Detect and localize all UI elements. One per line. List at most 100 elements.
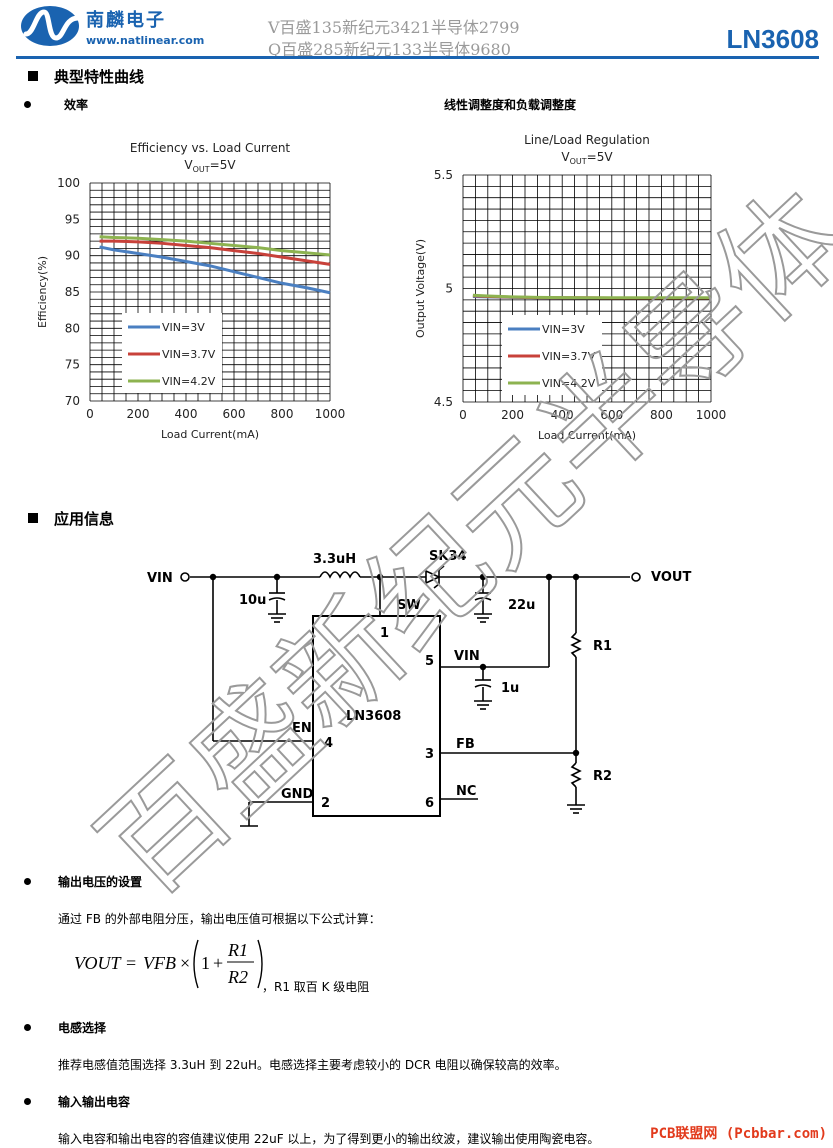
sub-efficiency: 效率 bbox=[64, 98, 89, 112]
bullet-icon bbox=[24, 101, 31, 108]
vout-paragraph: 通过 FB 的外部电阻分压，输出电压值可根据以下公式计算： bbox=[58, 912, 381, 926]
y-tick-label: 4.5 bbox=[434, 395, 453, 409]
x-tick-label: 0 bbox=[86, 407, 94, 421]
y-axis-label: Efficiency(%) bbox=[36, 256, 49, 328]
bullet-icon bbox=[24, 1098, 31, 1105]
label-r1: R1 bbox=[593, 639, 612, 654]
y-tick-label: 85 bbox=[65, 285, 80, 299]
svg-text:+: + bbox=[213, 953, 223, 973]
label-vout: VOUT bbox=[651, 570, 691, 585]
footer-badge[interactable]: PCB联盟网 (Pcbbar.com) bbox=[650, 1126, 827, 1142]
x-tick-label: 600 bbox=[223, 407, 246, 421]
y-tick-label: 80 bbox=[65, 321, 80, 335]
pin-6: 6 bbox=[425, 796, 434, 811]
legend-label: VIN=3.7V bbox=[162, 348, 216, 361]
label-ic: LN3608 bbox=[346, 709, 401, 724]
pin-vin: VIN bbox=[454, 649, 480, 664]
chart-legend: VIN=3V VIN=3.7V VIN=4.2V bbox=[122, 313, 222, 393]
pin-1: 1 bbox=[380, 626, 389, 641]
svg-text:VFB: VFB bbox=[143, 953, 176, 973]
chart-title: Line/Load Regulation bbox=[524, 133, 650, 147]
legend-label: VIN=3.7V bbox=[542, 350, 596, 363]
x-tick-label: 200 bbox=[127, 407, 150, 421]
label-diode: SK34 bbox=[429, 549, 467, 564]
natlinear-logo-icon bbox=[21, 6, 81, 46]
section-square-icon bbox=[28, 71, 38, 81]
section-typical-heading: 典型特性曲线 bbox=[28, 66, 144, 87]
section-square-icon bbox=[28, 513, 38, 523]
header-rule bbox=[16, 56, 819, 59]
series-line bbox=[99, 245, 331, 295]
inductor-paragraph: 推荐电感值范围选择 3.3uH 到 22uH。电感选择主要考虑较小的 DCR 电… bbox=[58, 1058, 567, 1072]
x-tick-label: 200 bbox=[501, 408, 524, 422]
y-tick-label: 5.5 bbox=[434, 168, 453, 182]
pin-fb: FB bbox=[456, 737, 475, 752]
svg-text:R1: R1 bbox=[227, 940, 248, 960]
legend-label: VIN=4.2V bbox=[542, 377, 596, 390]
x-tick-label: 600 bbox=[600, 408, 623, 422]
sub-regulation: 线性调整度和负载调整度 bbox=[444, 98, 577, 112]
y-tick-label: 100 bbox=[57, 176, 80, 190]
label-c-vin: 1u bbox=[501, 681, 519, 696]
sub-inductor: 电感选择 bbox=[58, 1021, 107, 1035]
company-url[interactable]: www.natlinear.com bbox=[86, 34, 205, 47]
series-line bbox=[99, 239, 331, 266]
x-tick-label: 400 bbox=[175, 407, 198, 421]
pin-2: 2 bbox=[321, 796, 330, 811]
svg-text:×: × bbox=[180, 953, 190, 973]
y-tick-label: 90 bbox=[65, 249, 80, 263]
x-tick-label: 400 bbox=[551, 408, 574, 422]
x-axis-label: Load Current(mA) bbox=[538, 429, 636, 442]
label-inductor: 3.3uH bbox=[313, 552, 356, 567]
chart-legend: VIN=3V VIN=3.7V VIN=4.2V bbox=[502, 315, 602, 395]
y-tick-label: 70 bbox=[65, 394, 80, 408]
svg-text:R2: R2 bbox=[227, 967, 248, 987]
chart-subtitle: VOUT=5V bbox=[184, 158, 236, 174]
label-vin: VIN bbox=[147, 571, 173, 586]
section-app-heading: 应用信息 bbox=[28, 508, 114, 529]
header-watermark-line2: Q百盛285新纪元133半导体9680 bbox=[268, 40, 511, 59]
company-name: 南麟电子 bbox=[86, 10, 166, 31]
svg-text:=: = bbox=[126, 953, 136, 973]
x-tick-label: 1000 bbox=[315, 407, 346, 421]
pin-sw: SW bbox=[397, 598, 421, 613]
label-cin: 10u bbox=[239, 593, 266, 608]
part-number: LN3608 bbox=[726, 24, 820, 54]
bullet-icon bbox=[24, 1024, 31, 1031]
legend-label: VIN=4.2V bbox=[162, 375, 216, 388]
capacitor-paragraph: 输入电容和输出电容的容值建议使用 22uF 以上，为了得到更小的输出纹波，建议输… bbox=[58, 1132, 600, 1146]
label-r2: R2 bbox=[593, 769, 612, 784]
series-line bbox=[472, 293, 711, 300]
efficiency-chart: Efficiency vs. Load Current VOUT=5V 0 200 40… bbox=[36, 141, 346, 441]
x-tick-label: 800 bbox=[271, 407, 294, 421]
y-tick-label: 75 bbox=[65, 358, 80, 372]
pin-3: 3 bbox=[425, 747, 434, 762]
chart-subtitle: VOUT=5V bbox=[561, 150, 613, 166]
vout-formula: VOUT = VFB × 1 + R1 R2 bbox=[74, 939, 263, 989]
y-tick-label: 5 bbox=[445, 282, 453, 296]
regulation-chart: Line/Load Regulation VOUT=5V 0 200 400 600 800… bbox=[414, 133, 727, 442]
pin-nc: NC bbox=[456, 784, 476, 799]
svg-text:VOUT: VOUT bbox=[74, 953, 122, 973]
label-cout: 22u bbox=[508, 598, 535, 613]
formula-note: ，R1 取百 K 级电阻 bbox=[262, 980, 370, 994]
x-tick-label: 1000 bbox=[696, 408, 727, 422]
application-circuit: VIN VOUT 3.3uH SK34 10u 22u 1u R1 R2 LN3… bbox=[147, 549, 691, 827]
legend-label: VIN=3V bbox=[542, 323, 585, 336]
x-tick-label: 800 bbox=[650, 408, 673, 422]
pin-4: 4 bbox=[324, 736, 333, 751]
legend-label: VIN=3V bbox=[162, 321, 205, 334]
sub-capacitors: 输入输出电容 bbox=[58, 1095, 131, 1109]
bullet-icon bbox=[24, 878, 31, 885]
svg-text:1: 1 bbox=[201, 953, 210, 973]
y-tick-label: 95 bbox=[65, 212, 80, 226]
chart-title: Efficiency vs. Load Current bbox=[130, 141, 291, 155]
pin-en: EN bbox=[292, 721, 312, 736]
x-axis-label: Load Current(mA) bbox=[161, 428, 259, 441]
pin-gnd: GND bbox=[281, 787, 314, 802]
x-tick-label: 0 bbox=[459, 408, 467, 422]
series-line bbox=[99, 235, 331, 257]
y-axis-label: Output Voltage(V) bbox=[414, 239, 427, 338]
pin-5: 5 bbox=[425, 654, 434, 669]
sub-vout-setting: 输出电压的设置 bbox=[58, 875, 143, 889]
